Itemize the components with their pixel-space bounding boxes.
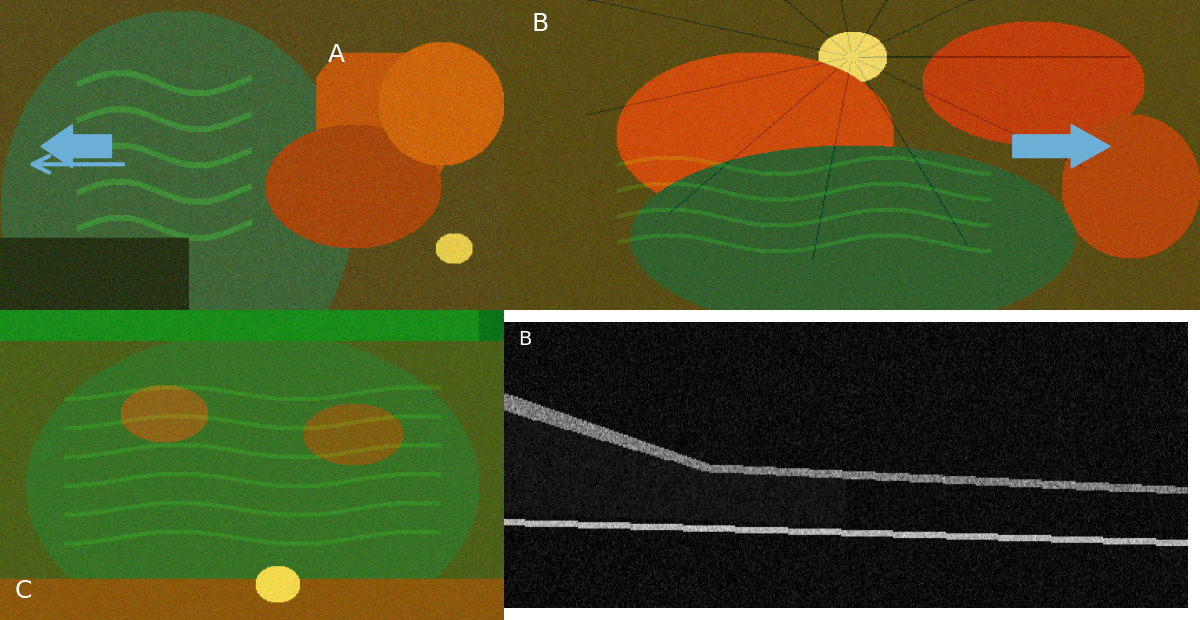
- Text: A: A: [328, 43, 344, 67]
- FancyArrow shape: [41, 125, 112, 168]
- Text: B: B: [517, 330, 532, 349]
- FancyArrow shape: [1013, 125, 1110, 168]
- Text: C: C: [16, 579, 32, 603]
- Text: B: B: [532, 12, 550, 36]
